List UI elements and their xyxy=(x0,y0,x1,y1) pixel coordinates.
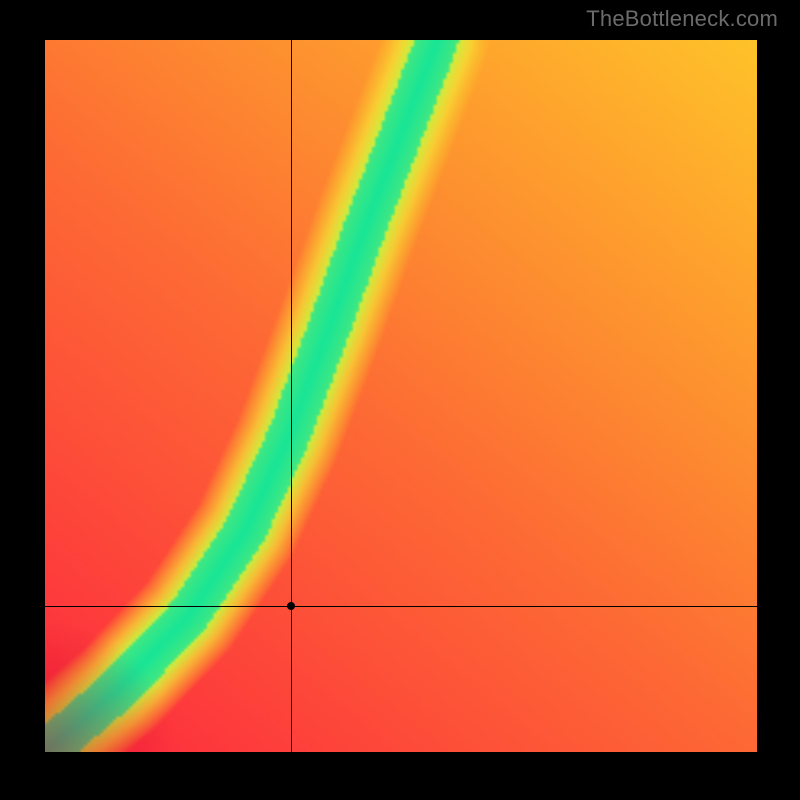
watermark-text: TheBottleneck.com xyxy=(586,6,778,32)
crosshair-vertical xyxy=(291,40,292,752)
heatmap-plot xyxy=(45,40,757,752)
crosshair-marker xyxy=(287,602,295,610)
crosshair-horizontal xyxy=(45,606,757,607)
heatmap-canvas xyxy=(45,40,757,752)
